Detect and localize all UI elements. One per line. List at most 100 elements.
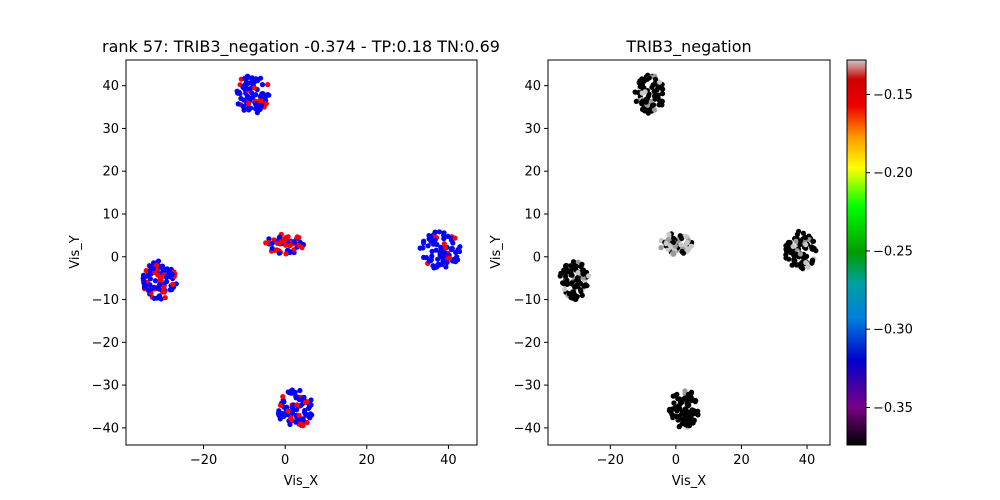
scatter-point [283,251,289,257]
scatter-point [440,257,446,264]
left-y-axis: −40 −30 −20 −10 0 10 20 30 40 [92,79,126,436]
scatter-point [433,247,439,253]
scatter-point [800,230,807,236]
scatter-point [154,262,160,268]
scatter-point [561,267,567,273]
scatter-point [430,263,436,269]
scatter-point [249,94,255,100]
scatter-point [684,239,690,246]
scatter-point [425,243,431,249]
scatter-point [657,101,663,107]
scatter-point [296,243,302,249]
scatter-point [305,413,312,419]
scatter-point [683,234,689,240]
scatter-point [294,402,300,408]
left-scatter-panel: rank 57: TRIB3_negation -0.374 - TP:0.18… [68,37,500,489]
scatter-point [686,246,692,252]
scatter-point [670,239,677,245]
scatter-point [675,396,681,402]
scatter-point [294,234,300,240]
scatter-point [429,248,435,254]
scatter-point [300,423,306,429]
scatter-point [432,229,438,235]
scatter-point [141,280,147,286]
scatter-point [240,84,246,90]
y-tick-label: 10 [102,208,119,223]
scatter-point [308,397,314,403]
scatter-point [646,91,652,97]
x-tick-label: 20 [733,453,750,468]
scatter-point [793,251,799,257]
scatter-point [802,235,809,241]
scatter-point [563,262,569,269]
scatter-point [571,289,577,295]
x-tick-label: 20 [359,453,376,468]
scatter-point [659,91,666,97]
x-tick-label: 40 [799,453,816,468]
scatter-point [277,402,284,408]
scatter-point [457,244,463,250]
scatter-point [297,387,303,394]
scatter-point [560,280,566,286]
scatter-point [568,272,574,278]
y-tick-label: 30 [102,122,119,137]
scatter-point [289,405,295,411]
scatter-point [147,268,153,274]
scatter-point [643,74,649,80]
scatter-point [569,280,575,286]
scatter-point [294,407,300,413]
scatter-point [688,394,694,400]
scatter-point [298,416,304,422]
scatter-point [783,255,789,261]
y-tick-label: −30 [514,379,541,394]
scatter-point [674,414,680,420]
scatter-point [435,261,441,267]
y-tick-label: 40 [102,79,119,94]
scatter-point [304,419,310,426]
scatter-point [574,275,581,281]
y-tick-label: −20 [514,336,541,351]
scatter-point [690,420,696,426]
scatter-point [263,101,269,107]
scatter-point [793,238,799,244]
scatter-point [583,282,589,288]
scatter-point [158,275,164,281]
scatter-point [441,232,447,238]
scatter-point [667,242,673,249]
scatter-point [164,279,170,285]
scatter-point [145,273,151,279]
scatter-point [786,239,792,245]
scatter-point [428,257,434,263]
scatter-point [453,256,459,263]
scatter-point [636,80,642,86]
scatter-point [170,281,176,287]
scatter-point [656,79,663,85]
scatter-point [569,264,575,270]
right-x-axis-label: Vis_X [672,474,706,489]
right-plot-frame [547,59,831,446]
scatter-point [302,407,308,414]
scatter-point [679,248,685,255]
y-tick-label: 40 [524,79,541,94]
scatter-point [649,102,656,109]
scatter-point [259,91,265,97]
colorbar-tick-label: −0.20 [873,166,913,181]
left-chart-title: rank 57: TRIB3_negation -0.374 - TP:0.18… [102,37,500,57]
scatter-point [269,240,275,246]
scatter-point [426,236,432,242]
scatter-point [805,264,811,270]
scatter-point [438,247,444,253]
scatter-point [287,243,293,249]
scatter-point [243,81,249,87]
scatter-point [577,287,584,293]
scatter-point [579,292,585,298]
left-plot-frame [125,59,478,446]
scatter-point [574,293,580,300]
scatter-point [417,245,423,251]
scatter-point [450,240,456,246]
scatter-point [423,255,429,261]
scatter-point [262,95,268,101]
scatter-point [285,408,291,414]
scatter-point [169,271,175,278]
scatter-point [441,241,447,247]
